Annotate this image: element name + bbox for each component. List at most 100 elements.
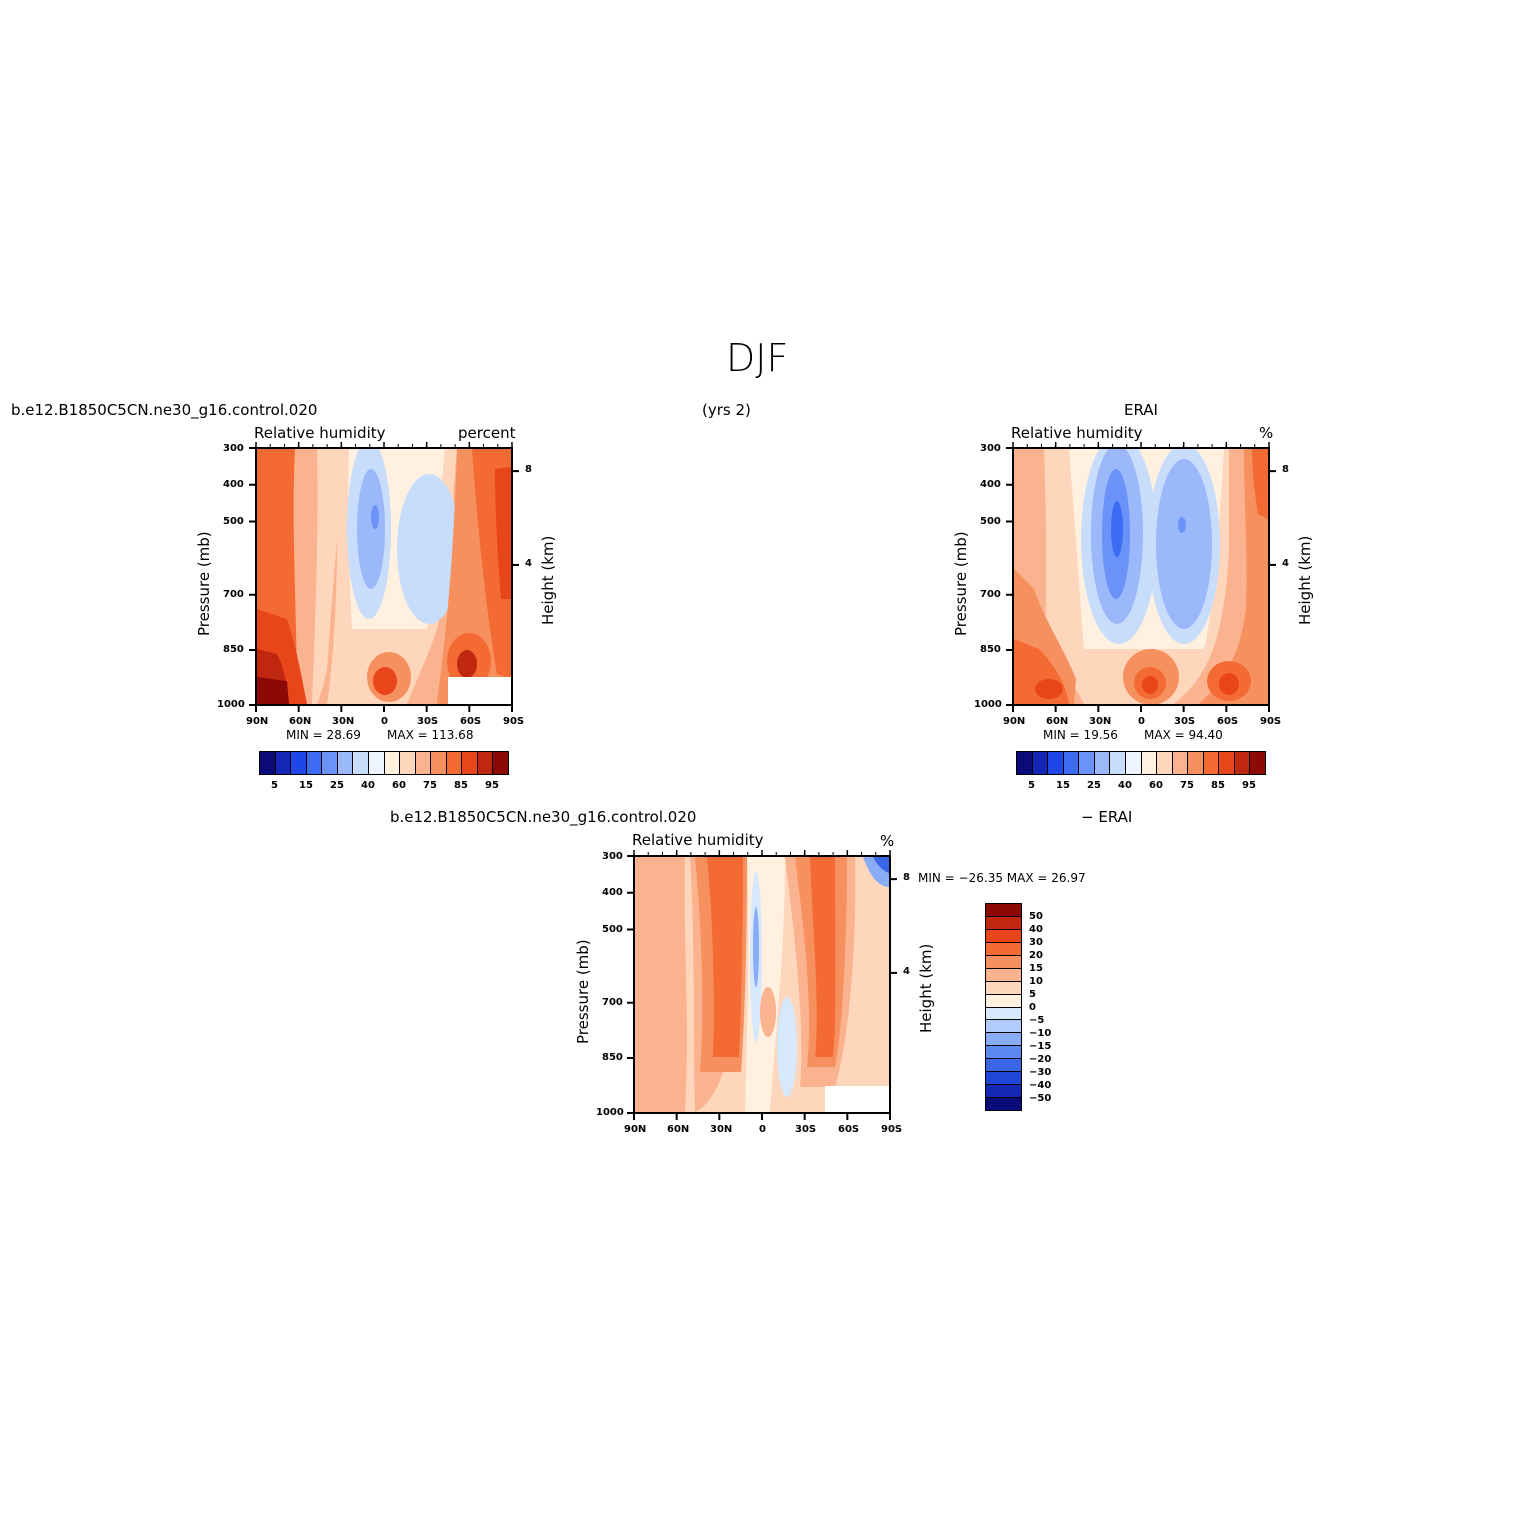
panel3-cbar-label: 20 [1029,950,1043,961]
colorbar-swatch [1110,752,1126,774]
panel2-yrtick-8: 8 [1282,464,1289,475]
panel1-ytick-1000: 1000 [217,699,245,710]
colorbar-swatch [353,752,369,774]
panel1-missing-area [448,677,511,704]
colorbar-swatch [384,752,401,774]
panel2-ytick-1000: 1000 [974,699,1002,710]
colorbar-swatch [986,968,1021,982]
panel1-ytick-700: 700 [223,589,244,600]
page-title: DJF [726,336,789,380]
panel3-cbar-label: −10 [1029,1028,1052,1039]
panel1-case-name: b.e12.B1850C5CN.ne30_g16.control.020 [11,401,318,419]
panel3-ytick-1000: 1000 [596,1107,624,1118]
panel1-cbar-label-75: 75 [423,780,437,791]
panel3-xtick-60s: 60S [838,1124,860,1135]
colorbar-swatch [368,752,385,774]
panel3-xtick-30n: 30N [710,1124,733,1135]
panel3-xtick-90n: 90N [624,1124,647,1135]
panel2-variable: Relative humidity [1011,424,1143,442]
panel2-min-label: MIN = 19.56 [1043,728,1118,742]
panel2-contour-sh-high [1199,449,1268,704]
colorbar-swatch [1203,752,1220,774]
panel2-cbar-label-40: 40 [1118,780,1132,791]
panel1-xtick-0: 0 [381,716,388,727]
panel2-plot [1012,447,1270,706]
panel1-min-label: MIN = 28.69 [286,728,361,742]
panel2-ytick-300: 300 [980,443,1001,454]
panel3-xtick-60n: 60N [667,1124,690,1135]
colorbar-swatch [986,1007,1021,1021]
panel2-contour-dry-nh-min [1111,501,1123,557]
colorbar-swatch [1094,752,1111,774]
panel3-xtick-90s: 90S [881,1124,903,1135]
colorbar-swatch [462,752,478,774]
panel1-xtick-90s: 90S [503,716,525,727]
panel2-cbar-label-85: 85 [1211,780,1225,791]
panel3-cbar-label: 30 [1029,937,1043,948]
panel3-ylabel: Pressure (mb) [574,939,592,1044]
panel3-xtick-30s: 30S [795,1124,817,1135]
panel1-contour-dry-sh [397,474,461,624]
panel1-xtick-30s: 30S [417,716,439,727]
panel3-contour-sh-pole-min [873,857,889,873]
colorbar-swatch [986,929,1021,943]
panel2-contours [1014,449,1268,704]
colorbar-swatch [260,752,276,774]
panel2-case-name: ERAI [1124,401,1158,419]
colorbar-swatch [1157,752,1173,774]
colorbar-swatch [986,955,1021,969]
panel3-cbar-label: −20 [1029,1054,1052,1065]
panel3-contour-eq-neg-core [753,907,759,987]
colorbar-swatch [986,981,1021,995]
panel3-units: % [880,832,895,850]
colorbar-swatch [986,942,1021,956]
panel3-case-name: b.e12.B1850C5CN.ne30_g16.control.020 [390,808,697,826]
panel3-contour-nh-pos [635,857,687,1112]
colorbar-swatch [1234,752,1251,774]
colorbar-swatch [986,916,1021,930]
panel3-minmax-label: MIN = −26.35 MAX = 26.97 [918,871,1086,885]
panel3-xtick-0: 0 [759,1124,766,1135]
colorbar-swatch [986,1085,1021,1099]
panel1-ytick-300: 300 [223,443,244,454]
panel2-ytick-400: 400 [980,479,1001,490]
colorbar-swatch [1048,752,1064,774]
colorbar-swatch [400,752,416,774]
panel3-ylabel-right: Height (km) [917,943,935,1033]
colorbar-swatch [986,904,1021,917]
panel2-ylabel: Pressure (mb) [952,531,970,636]
panel2-xtick-60n: 60N [1046,716,1069,727]
panel3-colorbar-labels: 50 40 30 20 15 10 5 0 −5 −10 −15 −20 −30 −40 −50 [1029,911,1079,1106]
colorbar-swatch [1188,752,1204,774]
panel2-xtick-30n: 30N [1089,716,1112,727]
colorbar-swatch [322,752,338,774]
colorbar-swatch [1063,752,1080,774]
panel1-contour-itcz-core [373,667,397,695]
panel3-cbar-label: −50 [1029,1093,1052,1104]
panel3-colorbar [985,903,1022,1111]
panel2-ytick-850: 850 [980,644,1001,655]
panel1-cbar-label-85: 85 [454,780,468,791]
panel1-max-label: MAX = 113.68 [387,728,474,742]
panel2-contour-dry-sh-core [1156,459,1212,629]
panel2-yrtick-4: 4 [1282,558,1289,569]
panel2-units: % [1259,424,1274,442]
panel3-contour-sh-neg [777,997,797,1097]
panel1-ytick-500: 500 [223,516,244,527]
panel2-contour-sh-top [1252,449,1268,519]
panel2-xtick-30s: 30S [1174,716,1196,727]
colorbar-swatch [337,752,354,774]
colorbar-swatch [1219,752,1235,774]
colorbar-swatch [986,994,1021,1008]
panel1-contour-nh-max [257,677,289,704]
panel2-xtick-0: 0 [1138,716,1145,727]
colorbar-swatch [431,752,447,774]
panel2-cbar-label-75: 75 [1180,780,1194,791]
panel3-cbar-label: −5 [1029,1015,1045,1026]
colorbar-swatch [1125,752,1142,774]
panel3-ytick-500: 500 [602,924,623,935]
panel2-xtick-60s: 60S [1217,716,1239,727]
panel1-ytick-850: 850 [223,644,244,655]
colorbar-swatch [1250,752,1265,774]
colorbar-swatch [1032,752,1049,774]
